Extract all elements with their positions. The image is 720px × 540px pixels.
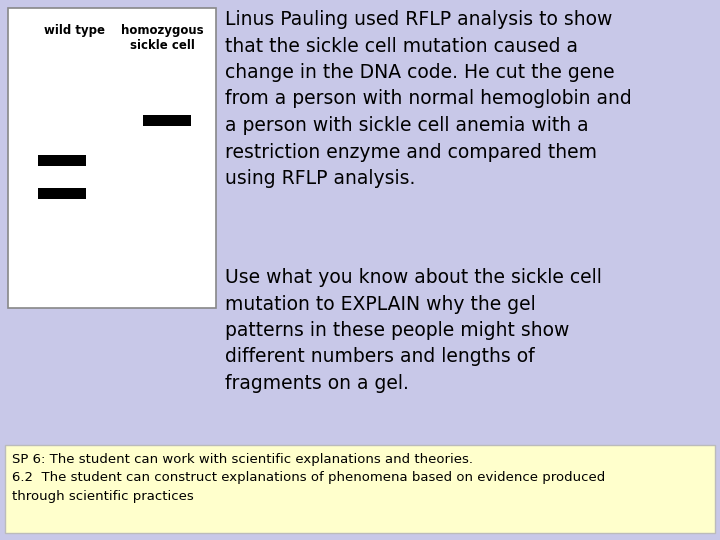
Bar (5, 445, 715, 533)
Bar (38, 188, 86, 199)
Text: SP 6: The student can work with scientific explanations and theories.
6.2  The s: SP 6: The student can work with scientif… (12, 453, 606, 503)
Bar (38, 155, 86, 166)
Text: homozygous
sickle cell: homozygous sickle cell (121, 24, 203, 52)
Text: Use what you know about the sickle cell
mutation to EXPLAIN why the gel
patterns: Use what you know about the sickle cell … (225, 268, 602, 393)
Bar (143, 115, 191, 126)
Text: wild type: wild type (45, 24, 106, 37)
Bar (8, 8, 216, 308)
Text: Linus Pauling used RFLP analysis to show
that the sickle cell mutation caused a
: Linus Pauling used RFLP analysis to show… (225, 10, 631, 188)
